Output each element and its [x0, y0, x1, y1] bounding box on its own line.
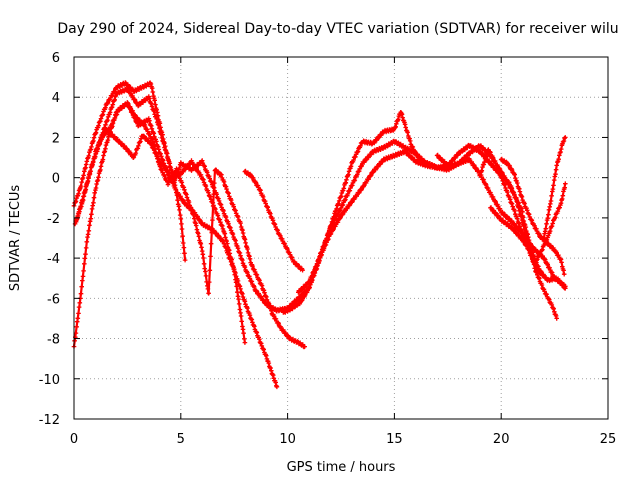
series-line-sat-e: [94, 128, 278, 388]
series-line-sat-g: [282, 110, 439, 314]
y-tick-label: -2: [47, 212, 60, 227]
x-tick-label: 0: [70, 432, 78, 447]
y-tick-label: 0: [52, 172, 60, 187]
series-points-sat-m: [520, 181, 568, 265]
series-line-sat-k: [478, 148, 567, 290]
series-line-sat-c: [72, 102, 246, 348]
x-tick-label: 20: [493, 432, 510, 447]
y-tick-label: 6: [52, 51, 60, 66]
y-tick-label: -8: [47, 333, 60, 348]
x-tick-label: 5: [177, 432, 185, 447]
plot-area: [71, 80, 568, 390]
chart-title: Day 290 of 2024, Sidereal Day-to-day VTE…: [57, 21, 618, 37]
series-line-sat-f: [243, 170, 304, 272]
y-tick-label: 2: [52, 131, 60, 146]
y-axis-label: SDTVAR / TECUs: [8, 185, 23, 292]
grid: [74, 57, 608, 419]
y-tick-label: -6: [47, 292, 60, 307]
series-line-sat-m: [521, 182, 567, 264]
x-tick-label: 25: [600, 432, 617, 447]
y-tick-label: -10: [39, 373, 60, 388]
series-line-sat-h: [297, 144, 524, 294]
series-line-sat-i: [436, 144, 558, 320]
x-axis-label: GPS time / hours: [287, 460, 396, 475]
y-tick-label: -4: [47, 252, 60, 267]
series-line-sat-d: [75, 102, 306, 348]
series-line-sat-n: [542, 136, 567, 240]
x-tick-label: 15: [386, 432, 403, 447]
x-tick-label: 10: [279, 432, 296, 447]
series-line-sat-l: [500, 158, 566, 276]
y-tick-label: -12: [39, 413, 60, 428]
y-tick-label: 4: [52, 91, 60, 106]
plot-frame: [73, 56, 609, 420]
